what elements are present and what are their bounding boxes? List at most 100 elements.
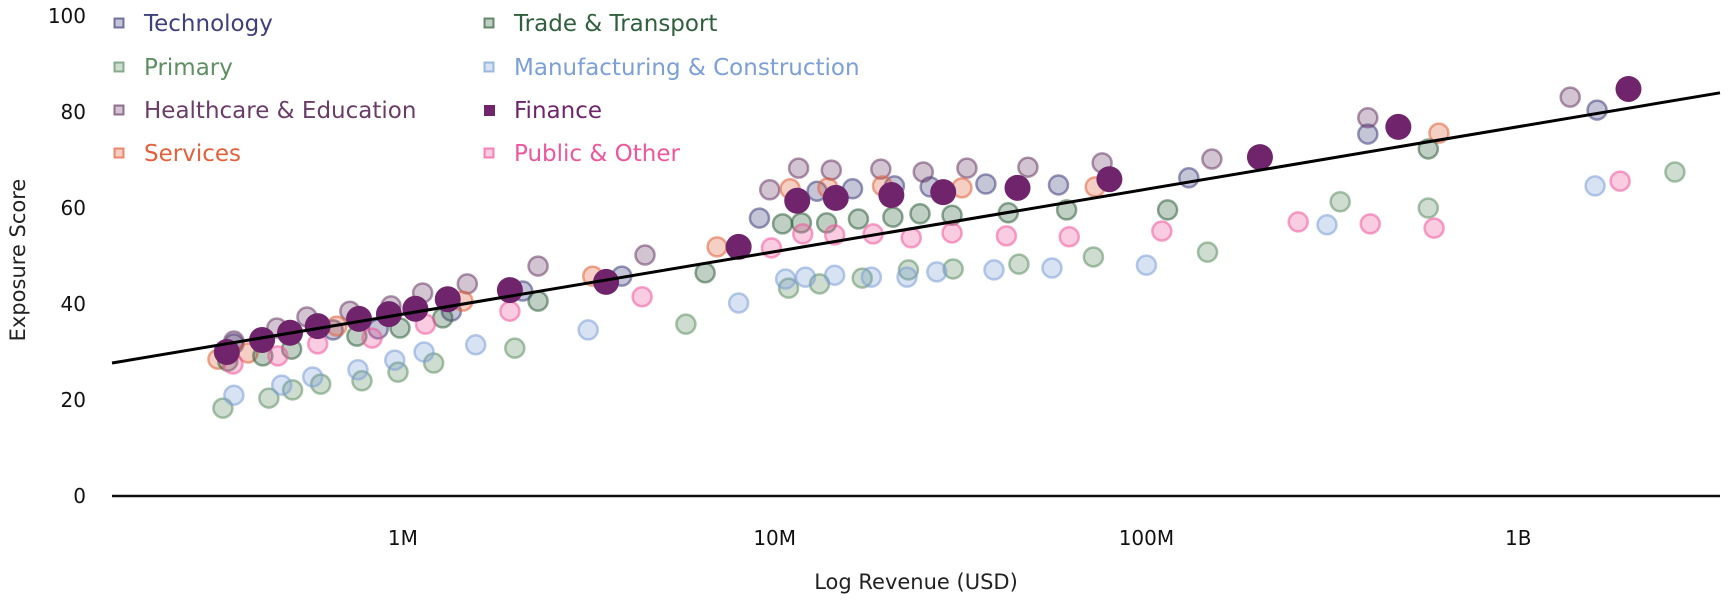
data-point [1586, 99, 1608, 121]
data-point [787, 157, 810, 179]
data-point [504, 337, 526, 359]
data-point [527, 255, 549, 277]
data-point [631, 286, 653, 308]
data-point [1196, 241, 1219, 263]
data-point [1357, 123, 1379, 145]
trendline [111, 91, 1721, 365]
data-point [1359, 213, 1382, 235]
data-point [464, 334, 487, 356]
legend-marker-icon [113, 17, 125, 29]
data-point [351, 370, 373, 392]
data-point [1004, 174, 1031, 201]
data-point [1609, 170, 1631, 192]
y-tick-label: 100 [48, 4, 86, 28]
y-tick-label: 80 [61, 100, 86, 124]
data-point [593, 268, 620, 295]
legend-item: Services [113, 141, 241, 167]
data-point [941, 222, 963, 244]
legend-item: Public & Other [483, 141, 680, 167]
data-point [870, 158, 892, 180]
data-point [896, 266, 918, 288]
data-point [748, 207, 771, 229]
data-point [1385, 113, 1412, 140]
data-point [1082, 246, 1105, 268]
data-point [792, 223, 814, 245]
data-point [983, 259, 1005, 281]
data-point [1287, 211, 1309, 233]
data-point [1615, 75, 1642, 102]
data-point [771, 213, 794, 235]
legend-label: Trade & Transport [513, 11, 717, 37]
data-point [402, 295, 429, 322]
data-point [1559, 86, 1581, 108]
points-layer [207, 75, 1686, 419]
y-tick-label: 20 [61, 388, 86, 412]
series-manufacturing-construction [223, 175, 1606, 406]
legend-label: Services [144, 141, 241, 167]
data-point [1156, 199, 1179, 221]
legend-marker-icon [113, 61, 125, 73]
data-point [930, 179, 957, 206]
data-point [375, 301, 402, 328]
legend-label: Technology [143, 11, 273, 37]
data-point [1058, 226, 1081, 248]
x-tick-label: 10M [753, 526, 796, 550]
data-point [975, 173, 997, 195]
legend-label: Finance [514, 98, 602, 124]
data-point [634, 244, 656, 266]
legend-item: Primary [113, 55, 233, 81]
data-point [1664, 161, 1686, 183]
data-point [384, 349, 406, 371]
data-point [1151, 220, 1173, 242]
data-point [1584, 175, 1606, 197]
x-tick-label: 100M [1119, 526, 1174, 550]
data-point [847, 208, 870, 230]
data-point [499, 300, 521, 322]
data-point [675, 313, 697, 335]
data-point [694, 262, 716, 284]
legend: Technology Primary Healthcare & Education S… [113, 11, 860, 167]
data-point [725, 233, 752, 260]
data-point [820, 159, 843, 181]
legend-marker-icon [483, 147, 495, 159]
data-point [223, 384, 245, 406]
x-tick-label: 1B [1505, 526, 1531, 550]
data-point [1041, 257, 1063, 279]
x-axis-ticks: 1M 10M 100M 1B [388, 526, 1532, 550]
data-point [1357, 107, 1379, 129]
series-primary [212, 161, 1686, 419]
legend-label: Healthcare & Education [144, 98, 416, 124]
legend-label: Primary [144, 55, 233, 81]
data-point [456, 273, 479, 295]
y-axis-title: Exposure Score [6, 179, 30, 342]
data-point [1417, 197, 1440, 219]
data-point [926, 261, 948, 283]
data-point [1329, 191, 1351, 213]
legend-marker-icon [113, 147, 125, 159]
y-tick-label: 0 [73, 484, 86, 508]
data-point [860, 266, 883, 288]
legend-item: Healthcare & Education [113, 98, 416, 124]
data-point [1008, 253, 1030, 275]
legend-marker-icon [483, 17, 495, 29]
data-point [1201, 148, 1223, 170]
data-point [759, 179, 781, 201]
data-point [304, 313, 331, 340]
data-point [577, 319, 599, 341]
data-point [897, 259, 920, 281]
data-point [301, 366, 324, 388]
y-tick-label: 40 [61, 292, 86, 316]
data-point [1135, 254, 1158, 276]
data-point [281, 379, 304, 401]
legend-label: Public & Other [514, 141, 680, 167]
data-point [794, 266, 817, 288]
legend-marker-icon [483, 61, 495, 73]
data-point [1316, 214, 1338, 236]
data-point [912, 161, 935, 183]
y-tick-label: 60 [61, 196, 86, 220]
legend-item: Trade & Transport [483, 11, 717, 37]
data-point [942, 258, 964, 280]
data-point [774, 268, 797, 290]
data-point [258, 387, 280, 409]
